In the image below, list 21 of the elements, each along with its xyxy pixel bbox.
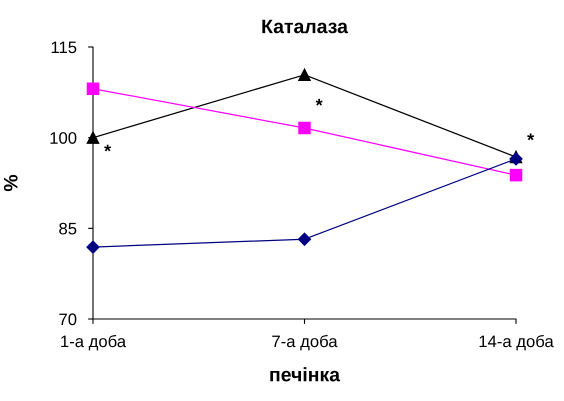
y-tick-label: 85 xyxy=(59,222,76,235)
x-axis-title: печінка xyxy=(270,367,340,382)
annotation: * xyxy=(316,98,323,106)
point xyxy=(86,240,100,254)
y-axis-title: % xyxy=(4,174,18,192)
point xyxy=(86,131,100,144)
annotation: * xyxy=(527,133,534,140)
y-tick-label: 100 xyxy=(50,132,76,144)
y-tick-label: 70 xyxy=(59,313,76,326)
point xyxy=(298,122,311,134)
point xyxy=(510,168,522,182)
point xyxy=(509,152,523,166)
y-tick-label: 115 xyxy=(52,42,76,54)
x-tick-label: 14-а доба xyxy=(480,334,554,350)
point xyxy=(86,82,100,95)
annotation: * xyxy=(104,144,112,152)
x-tick-label: 1-а доба xyxy=(61,334,126,350)
point xyxy=(298,232,312,246)
x-tick-label: 7-а доба xyxy=(272,334,338,350)
point xyxy=(298,68,311,82)
chart-title: Каталаза xyxy=(262,20,348,34)
